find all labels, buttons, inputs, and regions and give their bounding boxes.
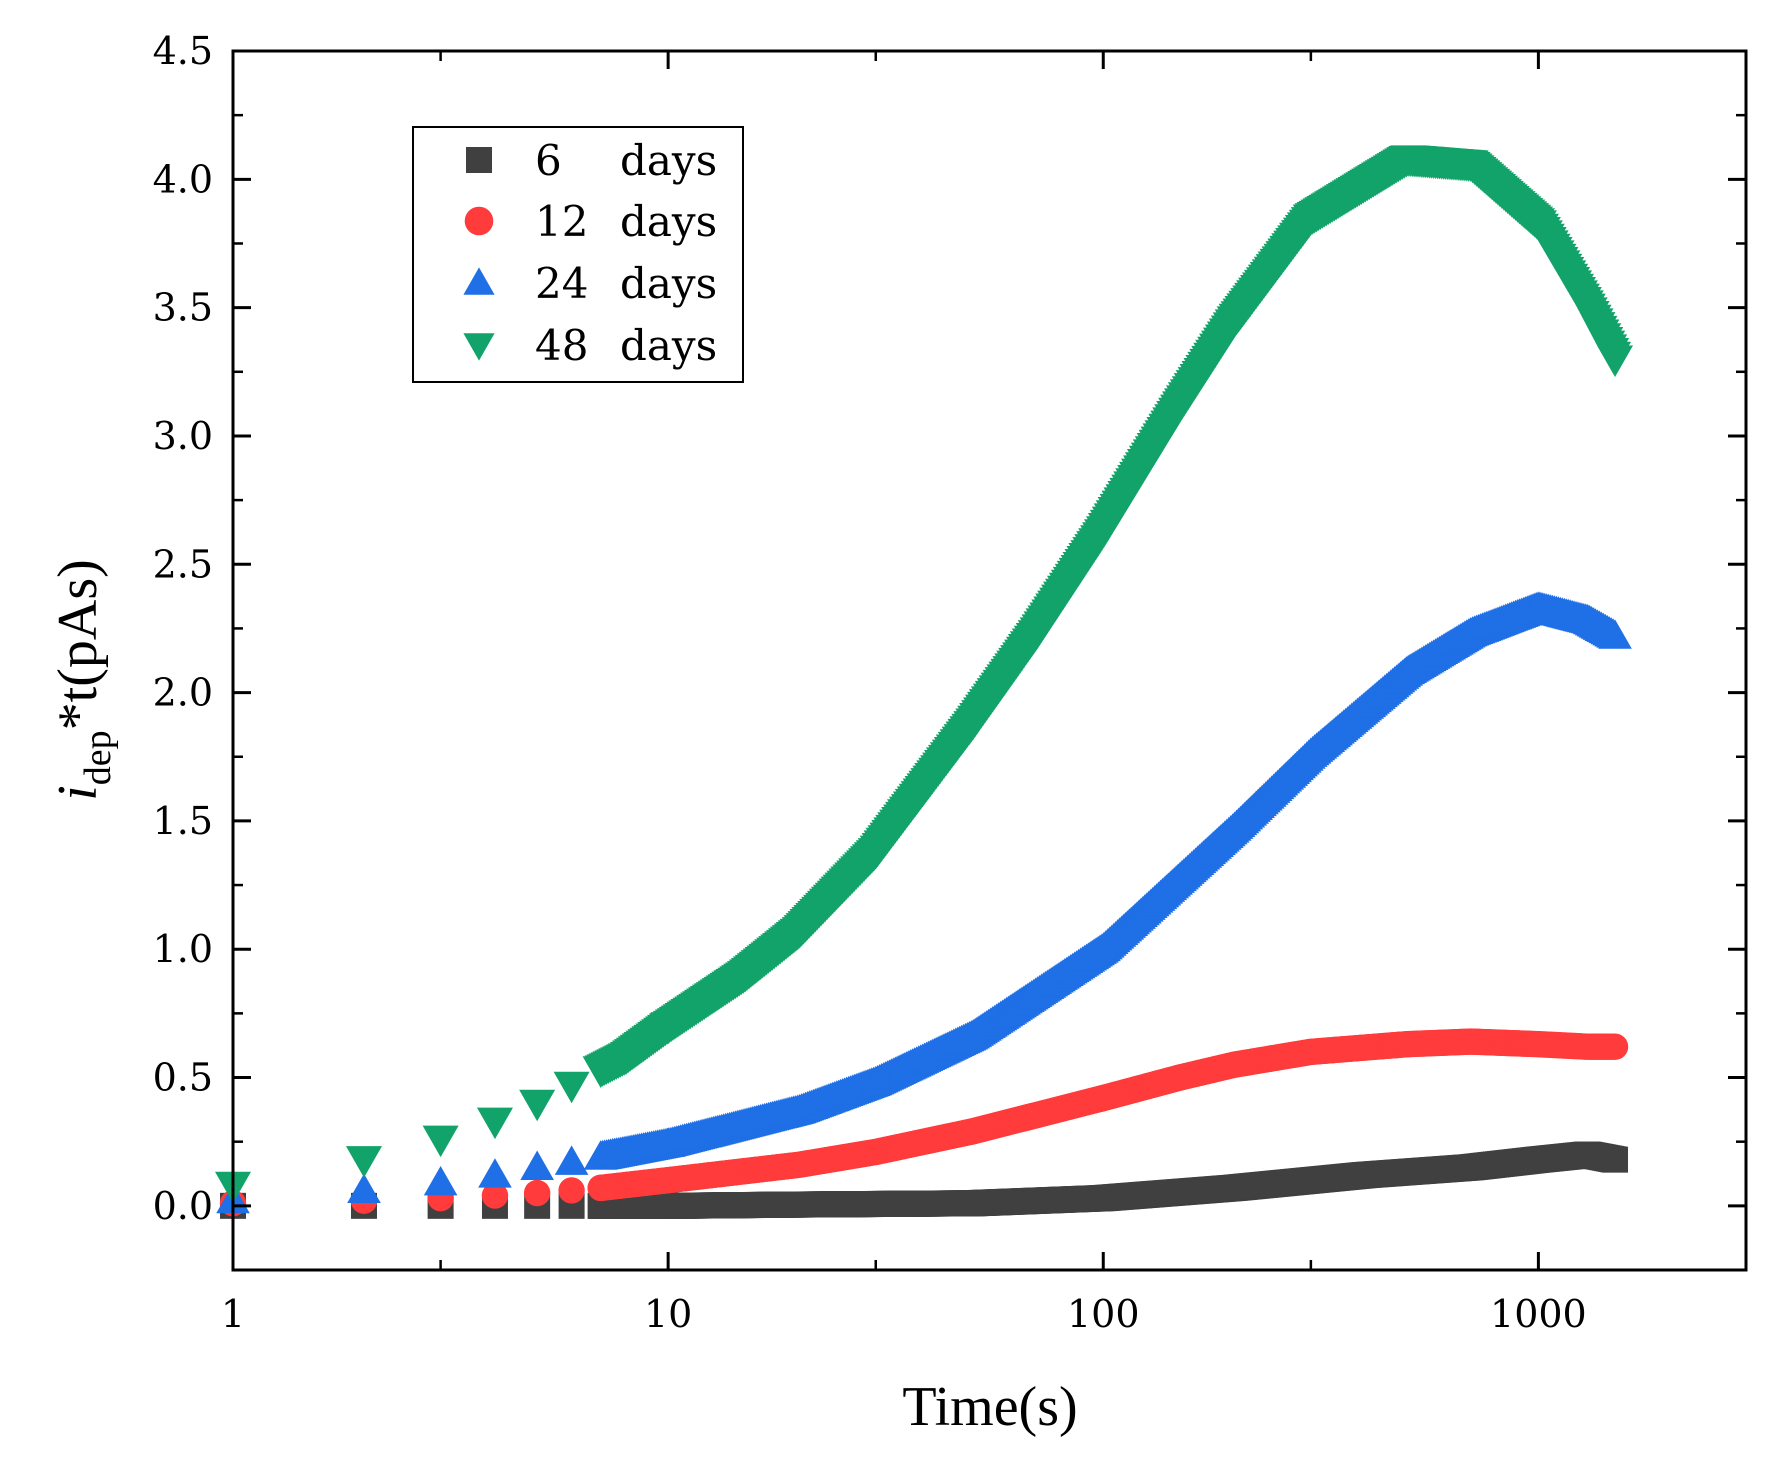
legend-num-12: 12: [535, 197, 588, 246]
data-point: [1602, 1146, 1629, 1173]
data-point: [554, 1145, 589, 1175]
series-48-days: [215, 145, 1634, 1204]
y-tick-label: 0.5: [153, 1056, 213, 1100]
legend-marker-24: [463, 267, 495, 295]
y-tick-label: 0.0: [153, 1184, 213, 1228]
data-point: [1601, 1033, 1629, 1060]
data-point: [345, 1146, 382, 1178]
legend-num-24: 24: [535, 259, 588, 308]
x-tick-label: 1000: [1490, 1292, 1587, 1336]
y-tick-label: 3.0: [153, 414, 213, 458]
series-12-days: [219, 1028, 1629, 1217]
x-tick-label: 1: [221, 1292, 245, 1336]
legend-unit-12: days: [620, 197, 717, 246]
y-tick-label: 4.5: [153, 29, 213, 73]
data-point: [481, 1182, 509, 1209]
data-point: [520, 1150, 554, 1180]
y-tick-label: 3.5: [153, 286, 213, 330]
series-24-days: [216, 591, 1632, 1214]
y-tick-label: 1.0: [153, 927, 213, 971]
y-axis-title-rest: *t(pAs): [47, 559, 109, 730]
legend-num-48: 48: [535, 321, 588, 370]
y-axis-title: idep*t(pAs): [47, 559, 119, 801]
legend-unit-6: days: [620, 136, 717, 185]
legend-marker-12: [464, 206, 494, 236]
data-point: [423, 1165, 458, 1196]
data-point: [558, 1177, 585, 1204]
legend-num-6: 6: [535, 136, 562, 185]
legend-marker-6: [466, 147, 492, 173]
data-point: [422, 1125, 459, 1158]
data-point: [519, 1089, 556, 1122]
axis-ticks: [231, 49, 1748, 1270]
legend-markers: [463, 147, 495, 361]
y-tick-label: 1.5: [153, 799, 213, 843]
y-tick-label: 4.0: [153, 157, 213, 201]
legend-unit-24: days: [620, 259, 717, 308]
legend: 6 days 12 days 24 days 48 days: [412, 126, 744, 383]
x-tick-label: 100: [1067, 1292, 1140, 1336]
y-tick-label: 2.5: [153, 542, 213, 586]
plot-frame: [231, 49, 1748, 1272]
y-axis-title-subscript: dep: [77, 730, 119, 785]
series-6-days: [220, 1141, 1629, 1219]
tick-labels: 0.0 0.5 1.0 1.5 2.0 2.5 3.0 3.5 4.0 4.5 1 10 100 1000: [153, 29, 1587, 1336]
y-tick-label: 2.0: [153, 671, 213, 715]
data-point: [478, 1158, 512, 1188]
data-point: [347, 1173, 381, 1204]
y-axis-title-main: i: [47, 785, 109, 801]
data-point: [523, 1179, 551, 1207]
legend-marker-48: [463, 333, 495, 361]
legend-unit-48: days: [620, 321, 717, 370]
data-point: [553, 1071, 590, 1104]
data-point: [1598, 619, 1632, 649]
x-axis-title: Time(s): [902, 1376, 1077, 1438]
data-points: [215, 145, 1634, 1219]
x-tick-label: 10: [644, 1292, 692, 1336]
data-point: [1597, 345, 1634, 377]
data-point: [476, 1107, 513, 1140]
